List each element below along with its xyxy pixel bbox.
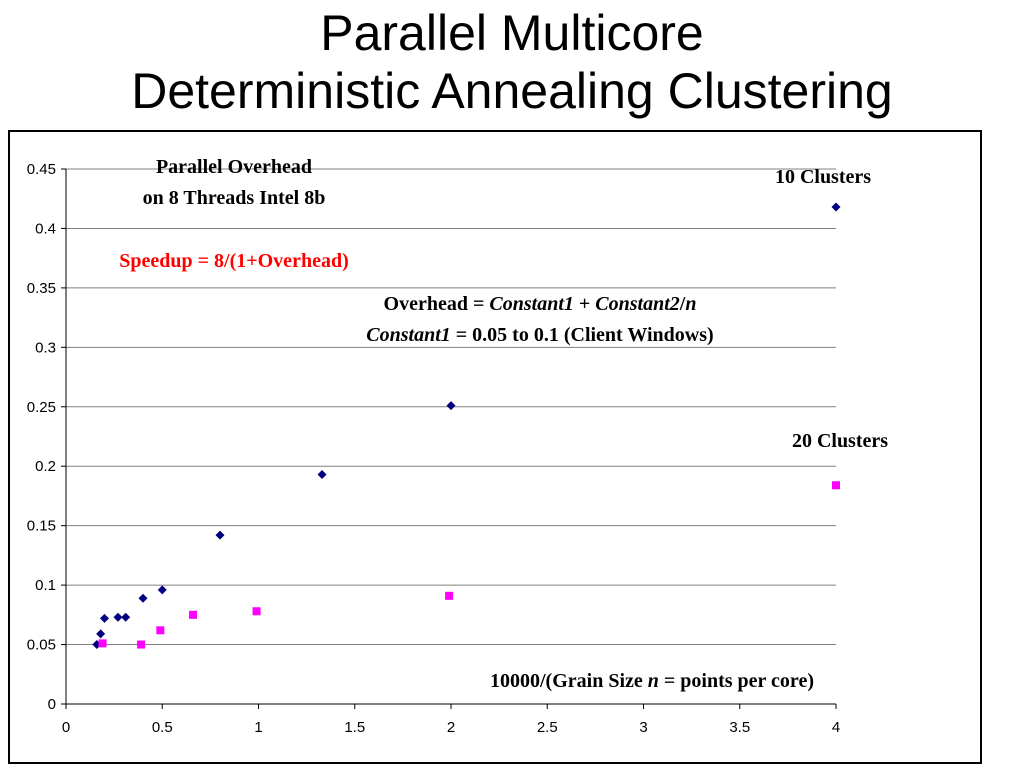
x-tick-label: 0.5 <box>152 719 173 736</box>
gridlines <box>66 168 836 646</box>
formula1-part-c: + <box>574 293 595 315</box>
point-10-clusters <box>100 613 109 623</box>
point-10-clusters <box>831 202 841 212</box>
slide-title-line2: Deterministic Annealing Clustering <box>131 63 893 119</box>
point-10-clusters <box>317 470 327 480</box>
point-20-clusters <box>445 591 454 600</box>
x-tick-label: 3 <box>639 719 647 736</box>
speedup-annotation: Speedup = 8/(1+Overhead) <box>119 250 348 272</box>
formula-line2: Constant1 = 0.05 to 0.1 (Client Windows) <box>366 324 713 346</box>
x-tick-label: 2.5 <box>537 719 558 736</box>
point-10-clusters <box>121 612 131 622</box>
point-10-clusters <box>113 612 123 622</box>
formula-line1: Overhead = Constant1 + Constant2/n <box>384 293 697 315</box>
series-label-20-clusters: 20 Clusters <box>792 430 888 452</box>
point-10-clusters <box>446 401 456 411</box>
x-axis-caption: 10000/(Grain Size n = points per core) <box>490 670 814 692</box>
x-tick-label: 2 <box>447 719 455 736</box>
formula1-part-f: n <box>685 293 696 315</box>
point-10-clusters <box>138 593 148 603</box>
slide-title: Parallel Multicore Deterministic Anneali… <box>0 4 1024 120</box>
y-tick-label: 0 <box>48 696 56 713</box>
y-tick-label: 0.3 <box>35 339 56 356</box>
x-tick-label: 0 <box>62 719 70 736</box>
formula1-part-a: Overhead = <box>384 293 490 315</box>
slide-title-line1: Parallel Multicore <box>320 5 704 61</box>
point-20-clusters <box>156 626 165 635</box>
point-20-clusters <box>98 639 107 648</box>
data-points <box>92 202 841 650</box>
point-20-clusters <box>832 481 840 490</box>
point-20-clusters <box>189 610 198 619</box>
axis-ticks: 0 0.05 0.1 0.15 0.2 0.25 0.3 0.35 0.4 0.45 0 0.5 1 1.… <box>27 161 840 736</box>
y-tick-label: 0.2 <box>35 458 56 475</box>
overhead-title-line1: Parallel Overhead <box>156 156 312 178</box>
point-20-clusters <box>252 607 261 616</box>
chart-frame <box>8 130 982 764</box>
y-tick-label: 0.05 <box>27 637 56 654</box>
formula1-part-b: Constant1 <box>489 293 573 315</box>
y-tick-label: 0.1 <box>35 577 56 594</box>
y-tick-label: 0.15 <box>27 518 56 535</box>
point-10-clusters <box>215 530 225 540</box>
y-tick-label: 0.35 <box>27 280 56 297</box>
point-10-clusters <box>157 585 167 595</box>
x-tick-label: 1.5 <box>344 719 365 736</box>
x-caption-part-a: 10000/(Grain Size <box>490 670 648 692</box>
y-tick-label: 0.25 <box>27 399 56 416</box>
x-caption-part-b: n <box>648 670 659 692</box>
x-tick-label: 3.5 <box>729 719 750 736</box>
point-10-clusters <box>96 629 106 639</box>
formula2-part-b: = 0.05 to 0.1 (Client Windows) <box>451 324 714 346</box>
x-tick-label: 1 <box>254 719 262 736</box>
formula1-part-e: / <box>679 293 686 315</box>
x-tick-label: 4 <box>832 719 840 736</box>
point-20-clusters <box>137 640 146 649</box>
overhead-title-line2: on 8 Threads Intel 8b <box>143 187 326 209</box>
y-tick-label: 0.4 <box>35 220 56 237</box>
x-caption-part-c: = points per core) <box>659 670 814 692</box>
y-tick-label: 0.45 <box>27 161 56 178</box>
formula1-part-d: Constant2 <box>595 293 679 315</box>
series-label-10-clusters: 10 Clusters <box>775 166 871 188</box>
formula2-part-a: Constant1 <box>366 324 450 346</box>
